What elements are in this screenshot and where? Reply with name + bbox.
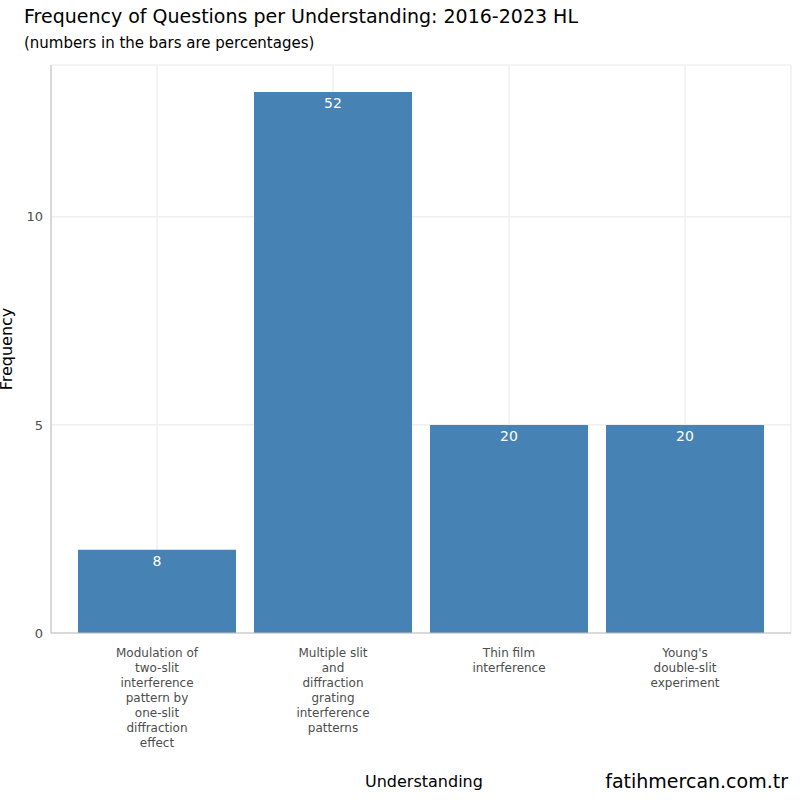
svg-text:Frequency: Frequency xyxy=(8,308,16,391)
svg-text:20: 20 xyxy=(500,428,518,444)
html-text:Understanding: Understanding xyxy=(365,772,483,791)
svg-text:10: 10 xyxy=(26,209,43,224)
html-text:(numbers in the bars are perce: (numbers in the bars are percentages) xyxy=(24,34,315,52)
svg-text:Thin filminterference: Thin filminterference xyxy=(472,646,545,675)
svg-text:Young'sdouble-slitexperiment: Young'sdouble-slitexperiment xyxy=(651,646,720,690)
svg-text:Multiple slitanddiffractiongra: Multiple slitanddiffractiongratinginterf… xyxy=(296,646,369,735)
svg-text:8: 8 xyxy=(153,553,162,569)
svg-text:Modulation oftwo-slitinterfere: Modulation oftwo-slitinterferencepattern… xyxy=(116,646,199,750)
svg-text:0: 0 xyxy=(35,626,43,641)
svg-text:52: 52 xyxy=(324,95,342,111)
svg-text:20: 20 xyxy=(676,428,694,444)
html-text:Frequency of Questions per Und: Frequency of Questions per Understanding… xyxy=(24,5,578,27)
svg-text:5: 5 xyxy=(35,418,43,433)
html-text:fatihmercan.com.tr: fatihmercan.com.tr xyxy=(605,770,788,792)
